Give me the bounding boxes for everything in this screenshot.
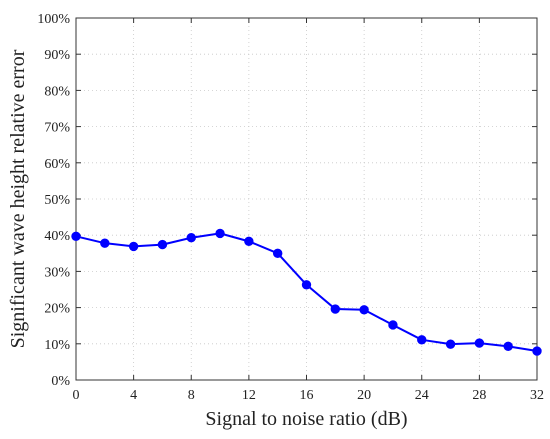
data-point — [359, 305, 369, 315]
x-tick-label: 0 — [73, 388, 80, 403]
x-tick-label: 28 — [472, 388, 486, 403]
y-tick-label: 100% — [37, 12, 70, 27]
data-point — [532, 346, 542, 356]
y-tick-label: 70% — [44, 121, 70, 136]
data-point — [503, 341, 513, 352]
data-point — [417, 335, 427, 345]
x-tick-label: 4 — [130, 388, 137, 403]
y-tick-label: 10% — [44, 338, 70, 353]
data-point — [445, 339, 456, 349]
x-tick-label: 32 — [530, 388, 544, 403]
y-tick-label: 20% — [44, 302, 70, 317]
y-axis-title: Significant wave height relative error — [7, 49, 29, 348]
y-tick-label: 0% — [51, 374, 70, 389]
series-line — [75, 232, 538, 353]
x-tick-labels: 0 4 8 12 16 20 24 28 32 — [73, 388, 545, 403]
data-point — [474, 338, 485, 348]
data-point — [388, 320, 398, 330]
data-point — [215, 228, 225, 239]
data-point — [186, 233, 196, 243]
x-tick-label: 16 — [300, 388, 314, 403]
data-point — [71, 231, 81, 241]
data-point — [157, 239, 168, 250]
x-axis-title: Signal to noise ratio (dB) — [205, 408, 407, 430]
data-point — [330, 304, 341, 314]
y-tick-labels: 0% 10% 20% 30% 40% 50% 60% 70% 80% 90% 100% — [37, 12, 70, 389]
x-tick-label: 20 — [357, 388, 371, 403]
x-tick-label: 8 — [188, 388, 195, 403]
y-tick-label: 40% — [44, 229, 70, 244]
data-point — [301, 280, 312, 290]
grid — [76, 18, 537, 380]
series-layer — [71, 228, 542, 356]
x-tick-label: 12 — [242, 388, 256, 403]
y-tick-label: 60% — [44, 157, 70, 172]
data-point — [128, 241, 139, 252]
data-point — [272, 248, 283, 259]
y-tick-label: 30% — [44, 265, 70, 280]
y-tick-label: 80% — [44, 84, 70, 99]
y-tick-label: 90% — [44, 48, 70, 63]
y-tick-label: 50% — [44, 193, 70, 208]
data-point — [100, 238, 110, 248]
x-tick-label: 24 — [415, 388, 429, 403]
data-point — [244, 236, 254, 247]
